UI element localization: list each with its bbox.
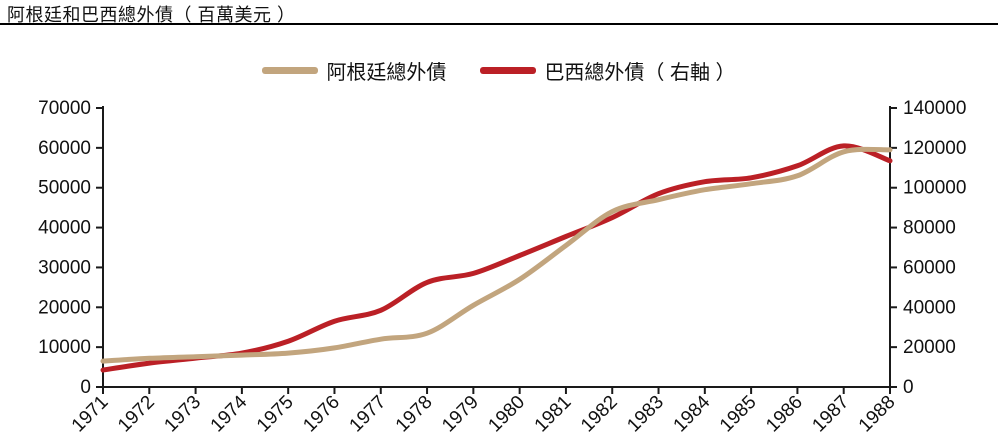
y-tick-label-left: 10000 (38, 337, 91, 358)
y-tick-label-right: 40000 (903, 297, 956, 318)
x-tick-label: 1978 (392, 392, 437, 437)
x-tick-label: 1985 (716, 392, 761, 437)
y-tick-label-left: 70000 (38, 98, 91, 119)
x-tick-label: 1981 (531, 392, 576, 437)
chart-title: 阿根廷和巴西總外債（ 百萬美元 ） (7, 5, 296, 25)
y-tick-label-left: 60000 (38, 138, 91, 159)
x-tick-label: 1984 (670, 391, 715, 436)
y-tick-label-right: 80000 (903, 218, 956, 239)
x-tick-label: 1986 (762, 392, 807, 437)
y-tick-label-right: 120000 (903, 138, 966, 159)
x-tick-label: 1988 (855, 392, 900, 437)
series-line-argentina (100, 146, 893, 364)
y-tick-label-right: 20000 (903, 337, 956, 358)
x-tick-label: 1975 (253, 392, 298, 437)
y-tick-label-right: 60000 (903, 257, 956, 278)
x-tick-label: 1972 (114, 392, 159, 437)
legend-item-brazil: 巴西總外債（ 右軸 ） (480, 56, 736, 85)
y-tick-label-left: 40000 (38, 218, 91, 239)
x-tick-label: 1982 (577, 392, 622, 437)
legend-item-argentina: 阿根廷總外債 (262, 56, 446, 85)
title-divider (0, 23, 998, 25)
y-tick-label-left: 20000 (38, 297, 91, 318)
x-tick-label: 1980 (484, 392, 529, 437)
y-tick-label-left: 30000 (38, 257, 91, 278)
y-tick-label-right: 0 (903, 377, 914, 398)
legend: 阿根廷總外債 巴西總外債（ 右軸 ） (0, 56, 998, 84)
legend-label-argentina: 阿根廷總外債 (326, 61, 447, 84)
x-tick-label: 1983 (623, 392, 668, 437)
legend-label-brazil: 巴西總外債（ 右軸 ） (544, 61, 736, 84)
y-tick-label-right: 140000 (903, 98, 966, 119)
x-tick-label: 1977 (346, 392, 391, 437)
y-tick-label-left: 50000 (38, 178, 91, 199)
x-tick-label: 1973 (160, 392, 205, 437)
x-tick-label: 1987 (808, 392, 853, 437)
legend-swatch-brazil (480, 66, 537, 74)
y-tick-label-right: 100000 (903, 178, 966, 199)
x-tick-label: 1974 (207, 391, 252, 436)
y-tick-label-left: 0 (80, 377, 91, 398)
x-tick-label: 1979 (438, 392, 483, 437)
x-tick-label: 1971 (68, 392, 113, 437)
x-tick-label: 1976 (299, 392, 344, 437)
legend-swatch-argentina (262, 66, 319, 74)
